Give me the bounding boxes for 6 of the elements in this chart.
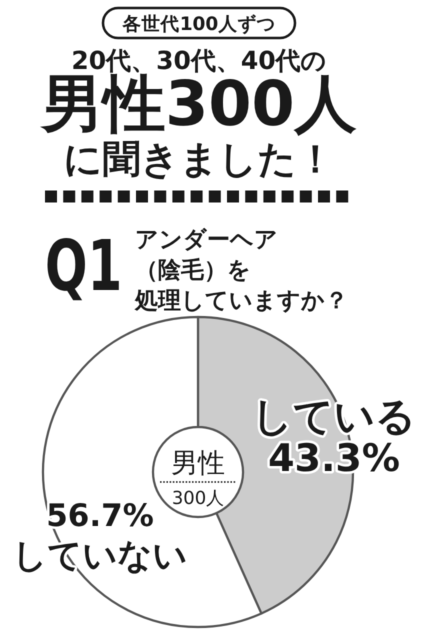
title: 20代、30代、40代の男性300人に聞きました！	[41, 46, 357, 181]
annotation: Q1	[45, 226, 122, 308]
annotation: 300人	[172, 488, 224, 509]
annotation: 各世代100人ずつ	[122, 14, 276, 35]
annotation: 男性	[171, 448, 225, 479]
subtitle: アンダーヘア（陰毛）を処理していますか？	[135, 227, 348, 314]
